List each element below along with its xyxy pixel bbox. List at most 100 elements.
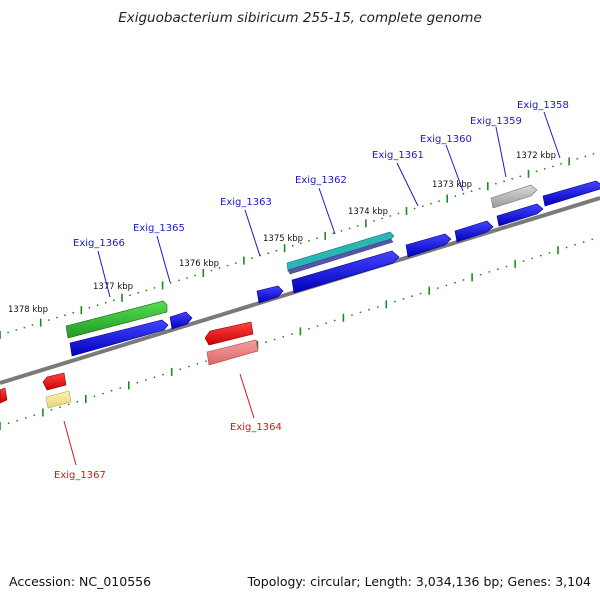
gene-exig-1362-band[interactable] [287, 238, 394, 275]
label-exig-1358[interactable]: Exig_1358 [517, 100, 569, 111]
reverse-track-dot [394, 300, 396, 303]
reverse-track-dot [7, 422, 10, 425]
ruler-dot [592, 153, 595, 155]
ruler-dot [186, 277, 188, 279]
gene-exig-1359[interactable] [496, 203, 544, 227]
ruler-dot [267, 252, 270, 255]
ruler-labels: 1372 kbp 1373 kbp 1374 kbp 1375 kbp 1376… [8, 151, 556, 315]
gene-exig-1359-gray[interactable] [490, 184, 538, 209]
reverse-track-dot [308, 327, 310, 330]
label-exig-1360[interactable]: Exig_1360 [420, 134, 472, 145]
reverse-track-dot [162, 373, 165, 376]
reverse-track-dot [24, 417, 27, 419]
ruler-dot [218, 267, 221, 269]
reverse-track-dot [93, 395, 96, 398]
gene-exig-1358[interactable] [542, 180, 600, 207]
gene-exig-1364[interactable] [204, 321, 254, 346]
leader-exig-1358 [543, 111, 561, 159]
ruler-dot [72, 311, 75, 314]
reverse-track-dot [591, 238, 594, 241]
reverse-track-dot [188, 365, 190, 368]
reverse-track-dot [119, 387, 122, 389]
gene-exig-1362-teal[interactable] [286, 231, 395, 272]
map-title: Exiguobacterium sibiricum 255-15, comple… [118, 10, 482, 26]
ruler-dot [430, 202, 432, 205]
ruler-label-1376: 1376 kbp [179, 259, 219, 269]
ruler-dot [316, 237, 318, 240]
label-exig-1365[interactable]: Exig_1365 [133, 223, 185, 234]
reverse-track-dot [333, 319, 336, 322]
gene-exig-1366[interactable] [69, 319, 169, 357]
forward-genes [65, 180, 600, 357]
ruler-dot [381, 217, 383, 220]
gene-exig-1365[interactable] [169, 311, 193, 330]
reverse-track-dot [376, 306, 379, 308]
gene-labels: Exig_1358 Exig_1359 Exig_1360 Exig_1361 … [54, 100, 569, 481]
label-exig-1364[interactable]: Exig_1364 [230, 422, 282, 433]
ruler-dot [56, 316, 58, 319]
ruler-dot [397, 212, 400, 215]
gene-edge-left[interactable] [0, 387, 8, 404]
reverse-track-dot [136, 381, 139, 384]
label-exig-1362[interactable]: Exig_1362 [295, 175, 347, 186]
reverse-track-dot [359, 311, 362, 314]
gene-exig-1360[interactable] [454, 220, 494, 243]
label-exig-1361[interactable]: Exig_1361 [372, 150, 424, 161]
reverse-track-dot [282, 335, 285, 338]
reverse-genes [0, 321, 259, 409]
ruler-label-1372: 1372 kbp [516, 151, 556, 161]
reverse-track-dot [179, 368, 182, 371]
ruler-dot [96, 304, 99, 307]
label-exig-1366[interactable]: Exig_1366 [73, 238, 125, 249]
reverse-track-dot [145, 379, 147, 381]
ruler-label-1378: 1378 kbp [8, 305, 48, 315]
gene-exig-1367[interactable] [42, 372, 67, 391]
reverse-track-dot [351, 314, 353, 316]
reverse-track [0, 238, 594, 430]
label-leaders [63, 111, 561, 466]
ruler-dot [576, 158, 579, 160]
label-exig-1367[interactable]: Exig_1367 [54, 470, 106, 481]
ruler-dot [535, 170, 538, 173]
reverse-track-dot [16, 419, 19, 422]
reverse-track-dot [488, 271, 491, 273]
label-exig-1359[interactable]: Exig_1359 [470, 116, 522, 127]
ruler-dot [299, 242, 302, 245]
leader-exig-1360 [445, 144, 464, 192]
ruler-dot [7, 331, 9, 334]
gene-exig-1366-green[interactable] [65, 300, 168, 339]
ruler-dot [104, 301, 107, 304]
ruler-dot [438, 200, 440, 203]
ruler-dot [178, 279, 180, 282]
ruler-dot [308, 239, 310, 242]
ruler-dot [112, 299, 115, 302]
ruler-label-1373: 1373 kbp [432, 180, 472, 190]
reverse-track-dot [102, 392, 104, 395]
ruler-dot [454, 195, 457, 198]
leader-exig-1359 [495, 126, 507, 178]
reverse-track-dot [153, 376, 156, 379]
gene-exig-1364-pink[interactable] [206, 339, 259, 366]
reverse-track-dot [291, 333, 293, 335]
reverse-track-dot [411, 295, 413, 298]
ruler-dot [15, 329, 18, 331]
ruler-dot [462, 192, 465, 195]
ruler-dot [332, 232, 335, 235]
ruler-dot [511, 177, 514, 180]
label-exig-1363[interactable]: Exig_1363 [220, 197, 272, 208]
gene-exig-1361[interactable] [405, 233, 452, 258]
reverse-track-dot [33, 414, 36, 417]
ruler-dot [560, 163, 562, 165]
reverse-track-dot [582, 241, 585, 244]
ruler-dot [64, 314, 66, 317]
reverse-track-dot [479, 273, 482, 276]
reverse-track-dot [436, 287, 439, 289]
ruler-dot [169, 282, 172, 284]
ruler-dot [275, 249, 278, 252]
ruler-dot [356, 225, 359, 227]
gene-exig-1363[interactable] [256, 285, 284, 304]
gene-exig-1362[interactable] [291, 250, 400, 294]
gene-exig-1367-yellow[interactable] [45, 390, 72, 409]
leader-exig-1363 [244, 209, 261, 257]
